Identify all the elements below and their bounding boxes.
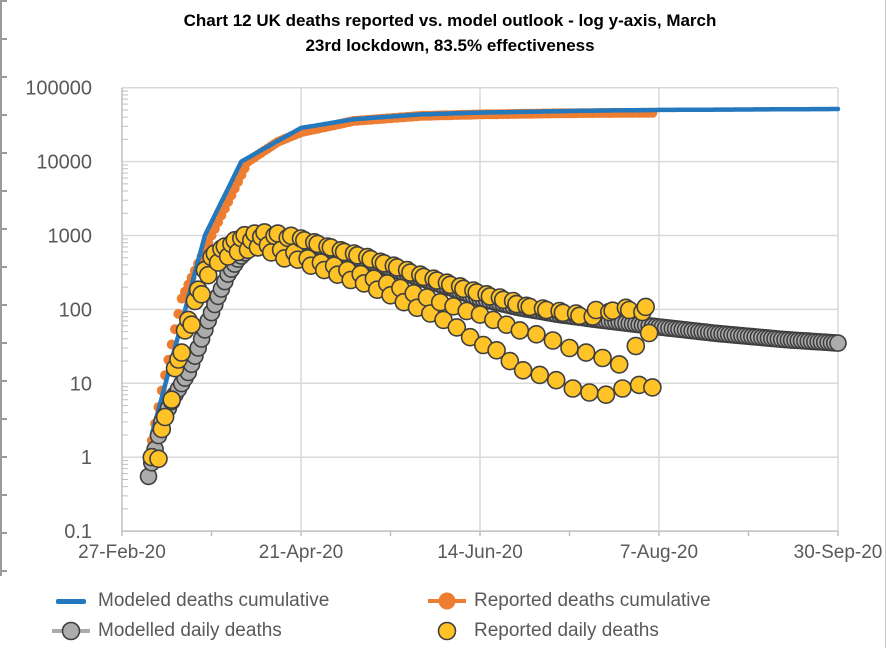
chart-plot-area: 0.1 1 10 100 1000 10000 100000 27-Feb-20 21-Apr-… bbox=[25, 78, 882, 563]
series-modeled-deaths-cumulative bbox=[149, 106, 841, 438]
tick-labels: 0.1 1 10 100 1000 10000 100000 27-Feb-20 21-Apr-… bbox=[25, 78, 882, 563]
legend-item-modeled-cumulative: Modeled deaths cumulative bbox=[48, 586, 329, 616]
x-axis-tick-label: 14-Jun-20 bbox=[437, 542, 523, 563]
y-axis-tick-label: 100 bbox=[59, 299, 92, 321]
series-reported-daily-deaths bbox=[142, 223, 662, 469]
y-axis-tick-label: 100000 bbox=[25, 78, 92, 100]
chart-title: Chart 12 UK deaths reported vs. model ou… bbox=[110, 8, 790, 58]
legend-item-reported-cumulative: Reported deaths cumulative bbox=[424, 586, 711, 616]
legend-marker-gray-circle bbox=[48, 619, 94, 643]
legend-item-modelled-daily: Modelled daily deaths bbox=[48, 616, 282, 646]
x-axis-tick-label: 30-Sep-20 bbox=[794, 542, 883, 563]
y-axis-tick-label: 10000 bbox=[36, 152, 92, 174]
x-axis-tick-label: 7-Aug-20 bbox=[620, 542, 698, 563]
y-axis-tick-label: 1000 bbox=[48, 226, 93, 248]
y-axis-tick-label: 0.1 bbox=[64, 521, 92, 543]
legend-label: Reported deaths cumulative bbox=[474, 590, 711, 611]
x-axis-tick-label: 21-Apr-20 bbox=[259, 542, 344, 563]
y-axis-tick-label: 10 bbox=[70, 373, 92, 395]
legend-item-reported-daily: Reported daily deaths bbox=[424, 616, 659, 646]
y-axis-tick-label: 1 bbox=[81, 447, 92, 469]
legend-label: Modeled deaths cumulative bbox=[98, 590, 330, 611]
x-axis-tick-label: 27-Feb-20 bbox=[78, 542, 166, 563]
legend-label: Reported daily deaths bbox=[474, 620, 659, 641]
series-modelled-daily-deaths bbox=[139, 233, 847, 486]
legend-marker-blue-line bbox=[48, 589, 94, 613]
legend-label: Modelled daily deaths bbox=[98, 620, 282, 641]
axes bbox=[121, 87, 839, 536]
legend-marker-orange-circle bbox=[424, 589, 470, 613]
chart-title-line2: 23rd lockdown, 83.5% effectiveness bbox=[305, 36, 595, 55]
legend-marker-yellow-circle bbox=[424, 619, 470, 643]
chart-title-line1: Chart 12 UK deaths reported vs. model ou… bbox=[183, 11, 717, 30]
adjacent-chart-axis-sliver bbox=[0, 0, 7, 576]
